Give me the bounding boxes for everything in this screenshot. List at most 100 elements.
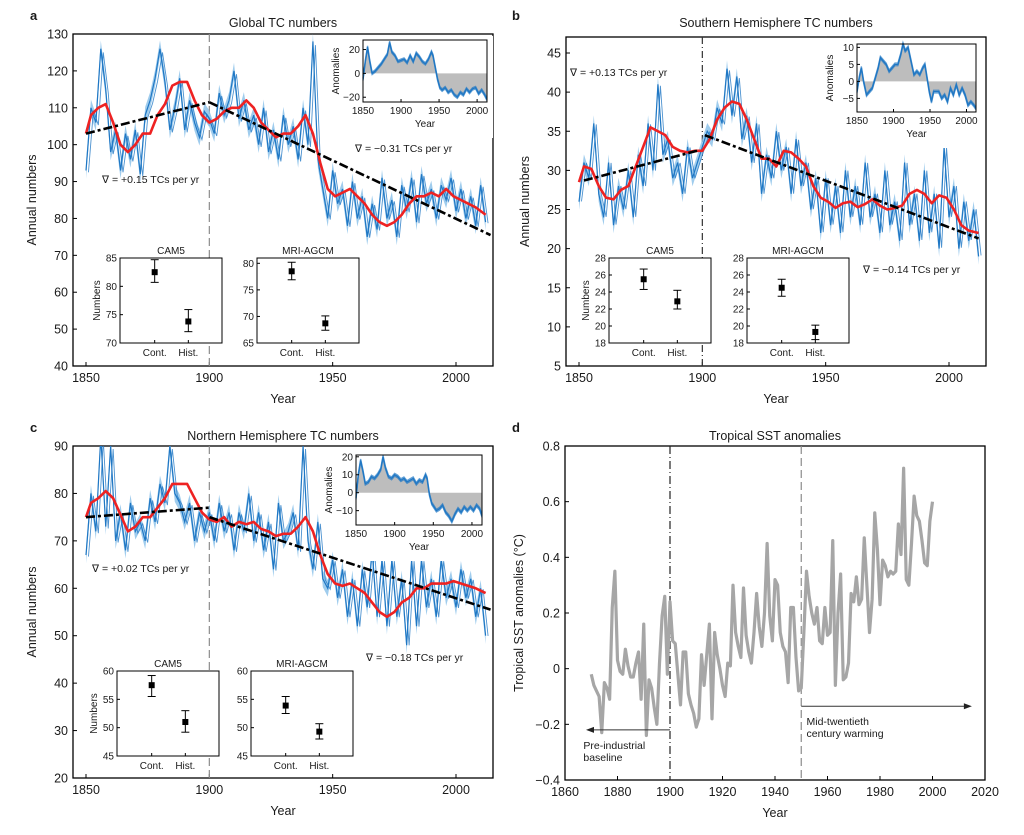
x-tick-label: 1900	[195, 371, 223, 385]
inset-model-mri-agcm: MRI-AGCM 18 20 22 24 26 28 Cont. Hist.	[733, 246, 850, 359]
y-tick-label: 20	[547, 242, 561, 256]
x-tick-label: 1960	[814, 785, 842, 799]
model-y-tick-label: 60	[237, 667, 249, 678]
y-axis-label: Annual numbers	[25, 566, 39, 657]
trend-line	[85, 506, 210, 519]
inset-model-cam5: CAM5 45 50 55 60 Numbers Cont. Hist.	[89, 659, 220, 772]
model-inset-title: MRI-AGCM	[282, 246, 334, 257]
mean-marker	[185, 318, 192, 325]
trend-label: ∇ = +0.13 TCs per yr	[569, 67, 668, 79]
trend-line	[85, 100, 210, 135]
model-y-tick-label: 20	[595, 322, 607, 333]
y-tick-label: 0	[553, 662, 560, 676]
anomaly-line	[355, 456, 483, 523]
plot-area	[577, 37, 982, 366]
model-category-label: Cont.	[274, 761, 298, 772]
model-inset-frame	[116, 670, 220, 757]
model-category-label: Cont.	[632, 348, 656, 359]
anomaly-line	[856, 40, 977, 108]
y-tick-label: 80	[54, 487, 68, 501]
model-category-label: Cont.	[140, 761, 164, 772]
inset-x-tick-label: 1850	[352, 106, 375, 117]
annotation-text: century warming	[807, 728, 884, 740]
plot-area	[589, 446, 935, 780]
mean-marker	[182, 719, 189, 725]
trend-label: ∇ = +0.15 TCs per yr	[101, 174, 200, 186]
x-tick-label: 1850	[565, 371, 593, 385]
model-category-label: Cont.	[280, 348, 304, 359]
anomaly-fill	[363, 42, 487, 100]
x-tick-label: 1900	[656, 785, 684, 799]
inset-anomalies: 1850 1900 1950 2000 −5 0 5 10 Year Anomalies	[825, 40, 982, 148]
trend-label: ∇ = −0.18 TCs per yr	[365, 652, 464, 664]
y-tick-label: 70	[54, 249, 68, 263]
model-category-label: Cont.	[143, 348, 167, 359]
inset-x-tick-label: 1950	[428, 106, 451, 117]
panel-title: Northern Hemisphere TC numbers	[187, 429, 379, 443]
model-y-tick-label: 85	[106, 254, 118, 265]
model-category-label: Hist.	[309, 761, 329, 772]
anomaly-fill	[857, 44, 976, 109]
panel-d: d Tropical SST anomalies 1860 1880 1900 1920 1…	[512, 420, 999, 820]
panel-title: Tropical SST anomalies	[709, 429, 841, 443]
trend-label: ∇ = −0.14 TCs per yr	[862, 264, 961, 276]
model-y-tick-label: 28	[733, 254, 745, 265]
y-tick-label: 10	[547, 320, 561, 334]
y-tick-label: 70	[54, 534, 68, 548]
y-tick-label: 100	[47, 138, 68, 152]
model-inset-title: CAM5	[154, 659, 182, 670]
anomaly-line	[355, 455, 483, 522]
y-tick-label: 120	[47, 64, 68, 78]
inset-y-tick-label: −5	[843, 94, 855, 105]
panel-letter: d	[512, 420, 520, 435]
model-y-tick-label: 75	[243, 285, 255, 296]
mean-marker	[282, 702, 289, 709]
model-y-tick-label: 45	[237, 752, 249, 763]
model-y-tick-label: 26	[733, 271, 745, 282]
model-y-label: Numbers	[92, 280, 103, 321]
inset-model-cam5: CAM5 18 20 22 24 26 28 Numbers Cont. Hist.	[581, 246, 712, 359]
annual-reconstruction-line	[85, 446, 487, 646]
y-axis-label: Tropical SST anomalies (°C)	[512, 534, 526, 692]
model-y-tick-label: 50	[103, 723, 115, 734]
y-tick-label: 60	[54, 582, 68, 596]
inset-x-tick-label: 1900	[390, 106, 413, 117]
inset-y-tick-label: 0	[347, 488, 353, 499]
model-y-tick-label: 28	[595, 254, 607, 265]
mean-marker	[674, 298, 681, 305]
x-tick-label: 2020	[971, 785, 999, 799]
y-tick-label: 15	[547, 281, 561, 295]
inset-x-tick-label: 1850	[345, 529, 368, 540]
mean-marker	[778, 284, 785, 291]
annual-reconstruction-line	[85, 41, 487, 237]
x-tick-label: 1950	[812, 371, 840, 385]
model-y-tick-label: 24	[595, 288, 607, 299]
x-axis-label: Year	[762, 806, 787, 820]
model-y-tick-label: 22	[733, 305, 745, 316]
smoothed-series-line	[84, 482, 487, 619]
model-y-tick-label: 45	[103, 752, 115, 763]
annotation-text: baseline	[583, 752, 622, 764]
plot-area	[84, 34, 492, 366]
inset-x-tick-label: 2000	[955, 116, 978, 127]
inset-frame	[362, 39, 488, 103]
anomaly-line	[355, 458, 483, 525]
model-y-tick-label: 75	[106, 310, 118, 321]
mean-marker	[640, 276, 647, 283]
model-inset-title: MRI-AGCM	[276, 659, 328, 670]
x-axis-label: Year	[270, 804, 295, 818]
arrow-right-icon	[963, 703, 972, 710]
model-y-tick-label: 50	[237, 723, 249, 734]
x-tick-label: 2000	[935, 371, 963, 385]
annual-reconstruction-line-2	[581, 70, 982, 256]
trend-line	[704, 133, 980, 240]
y-tick-label: 35	[547, 125, 561, 139]
x-tick-label: 1920	[709, 785, 737, 799]
model-y-tick-label: 80	[243, 259, 255, 270]
x-axis-label: Year	[763, 392, 788, 406]
panel-letter: c	[30, 420, 37, 435]
panel-title: Southern Hemisphere TC numbers	[679, 16, 873, 30]
